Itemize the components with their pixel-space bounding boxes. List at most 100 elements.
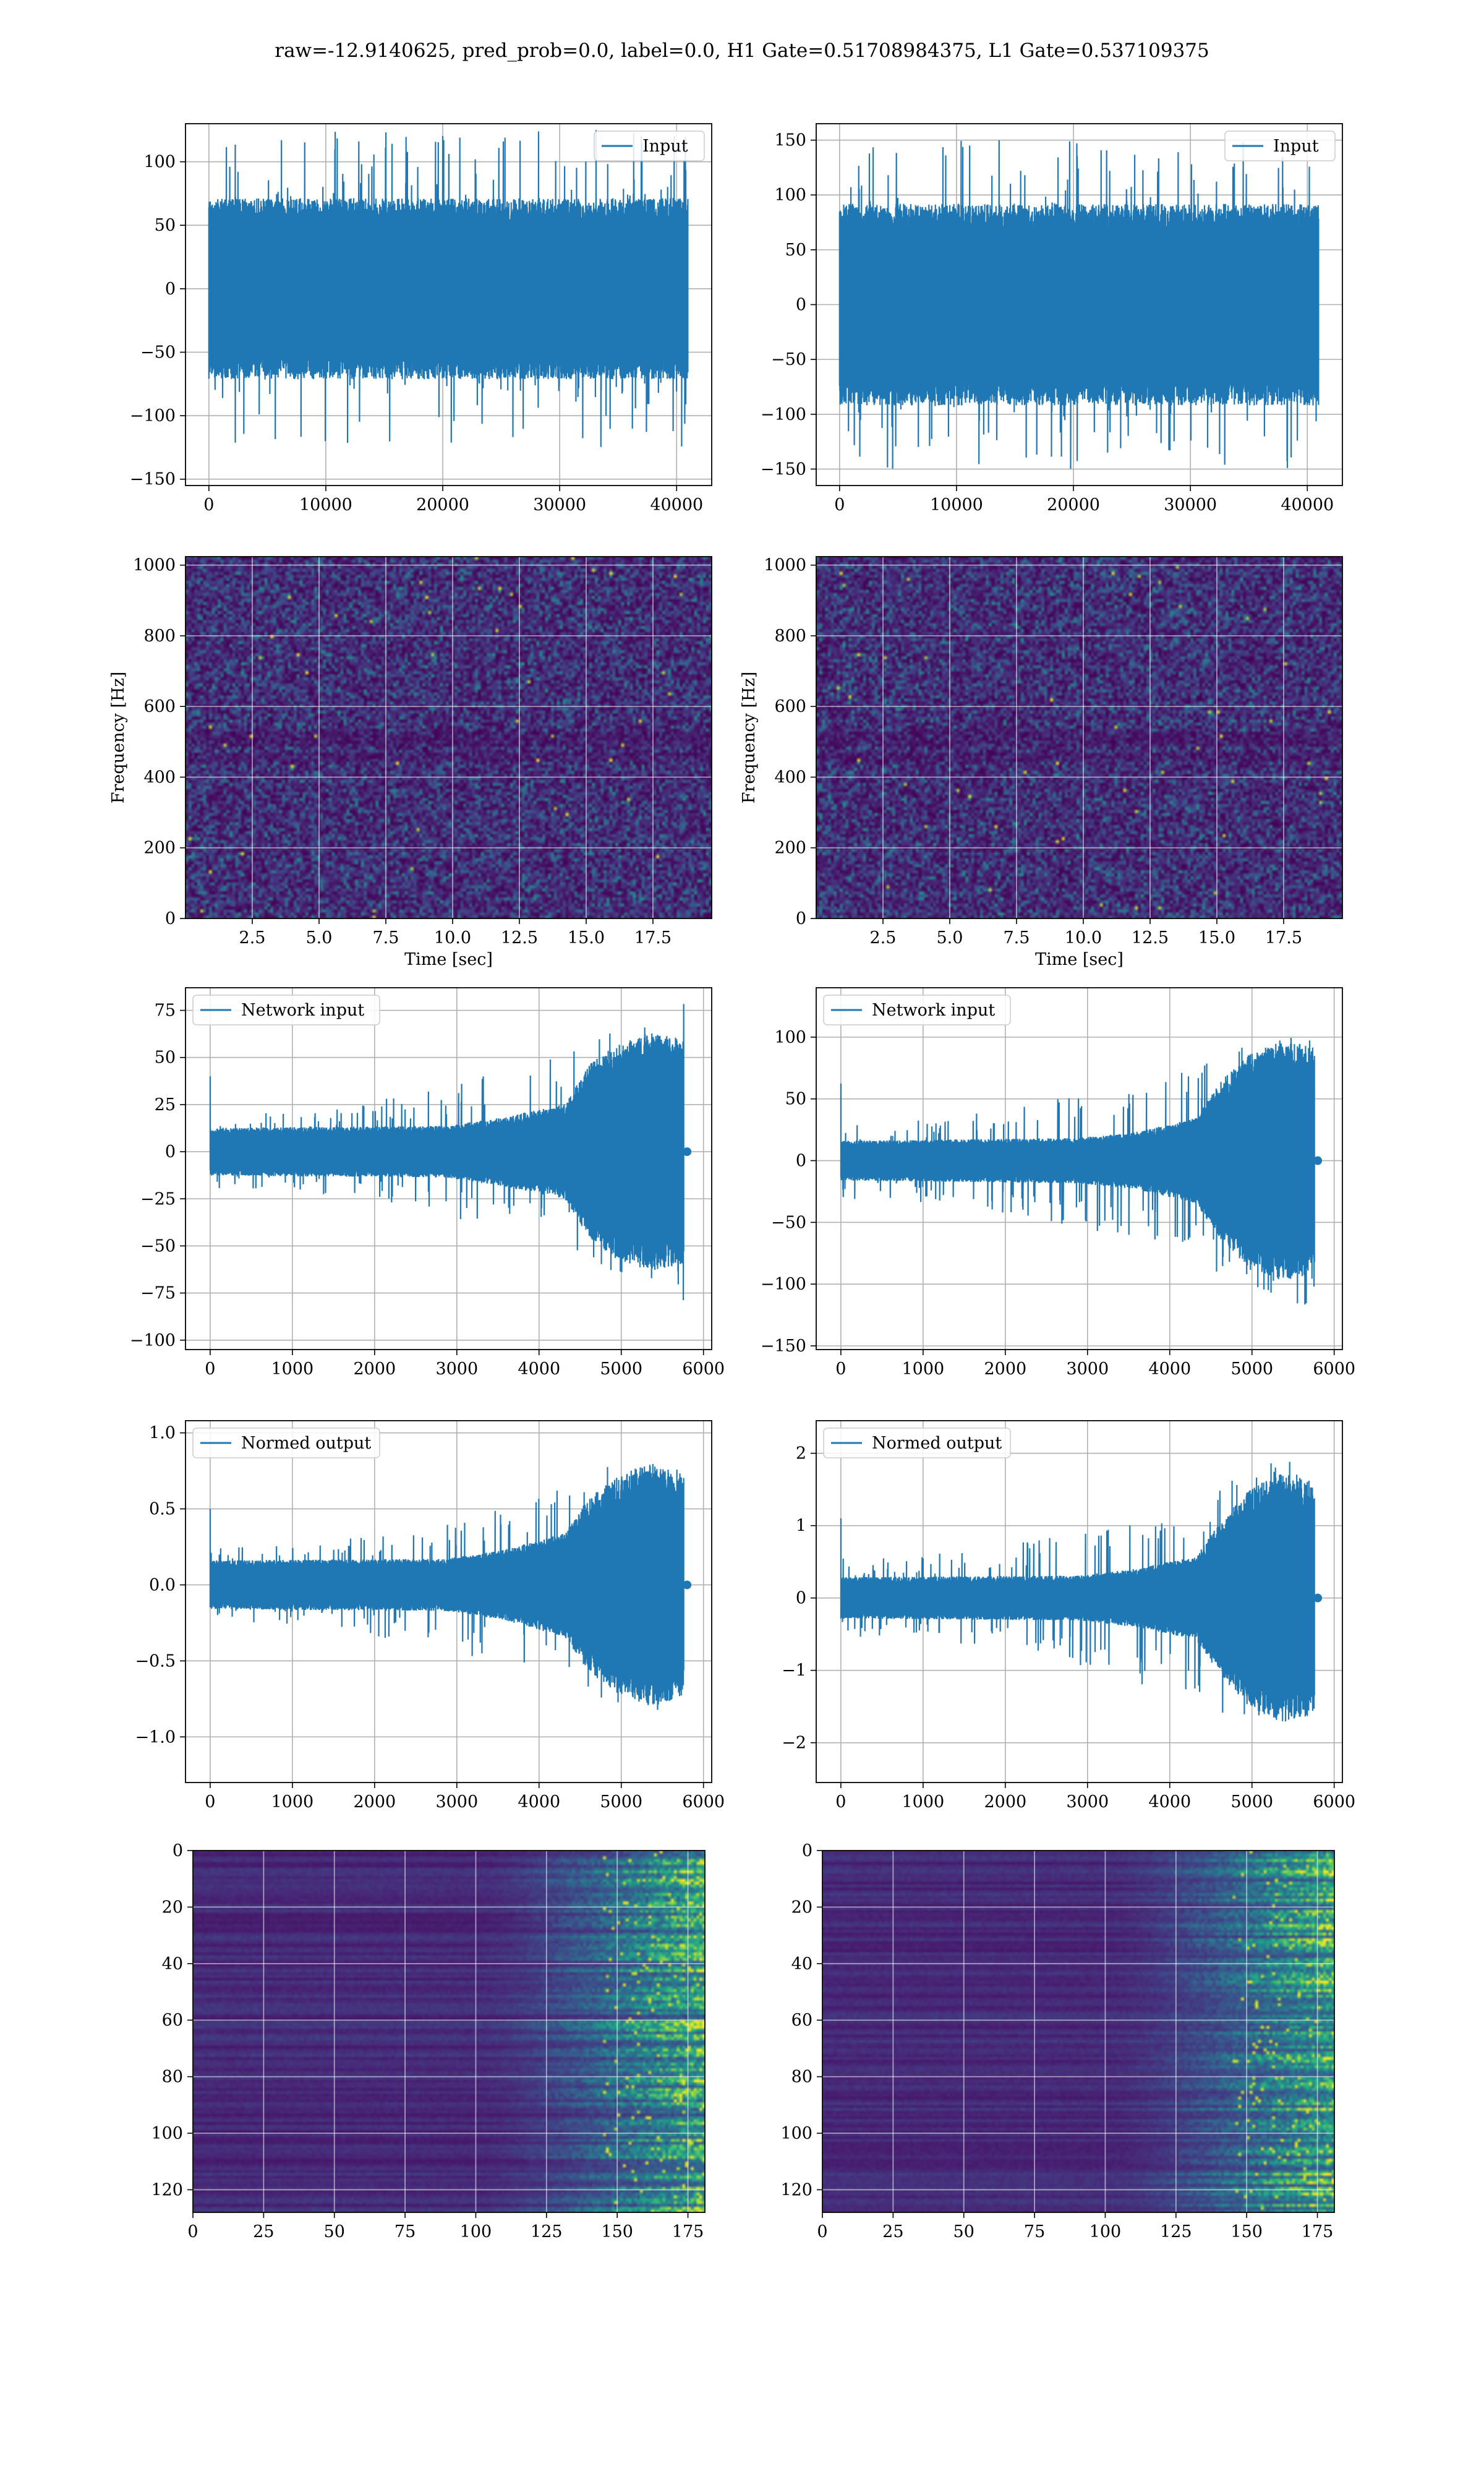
x-tick-label: 175 — [672, 2222, 704, 2241]
x-tick-label: 20000 — [1047, 495, 1100, 515]
y-tick-label: −150 — [761, 1337, 806, 1356]
y-tick-label: −50 — [140, 343, 176, 362]
series-line — [209, 1004, 684, 1301]
legend: Input — [594, 131, 705, 161]
x-tick-label: 6000 — [682, 1792, 725, 1812]
x-tick-label: 4000 — [1148, 1359, 1191, 1379]
legend-box — [594, 131, 705, 161]
y-tick-label: 80 — [162, 2068, 183, 2087]
y-tick-label: 600 — [774, 697, 806, 716]
panel-p3l: 0 1000 2000 3000 4000 5000 6000 −100 −75 −50 −25 0 2… — [130, 987, 725, 1379]
legend-label: Normed output — [241, 1434, 371, 1453]
legend: Normed output — [192, 1427, 380, 1458]
y-tick-label: 400 — [774, 768, 806, 787]
x-tick-label: 0 — [834, 495, 845, 515]
y-tick-label: −0.5 — [135, 1651, 176, 1671]
series-line — [838, 140, 1320, 469]
series-line — [209, 1463, 684, 1710]
x-tick-label: 12.5 — [501, 928, 538, 948]
x-tick-label: 40000 — [1281, 495, 1334, 515]
y-tick-label: 200 — [143, 839, 176, 858]
x-tick-label: 2000 — [353, 1359, 396, 1379]
x-tick-label: 150 — [1230, 2222, 1263, 2241]
x-tick-label: 1000 — [271, 1792, 314, 1812]
series-end-point — [683, 1147, 692, 1157]
y-tick-label: 0 — [165, 909, 176, 928]
x-tick-label: 3000 — [1066, 1792, 1109, 1812]
x-tick-label: 7.5 — [373, 928, 399, 948]
series-line — [840, 1037, 1315, 1305]
y-tick-label: −100 — [130, 406, 176, 426]
y-tick-label: −25 — [140, 1189, 176, 1209]
x-tick-label: 50 — [324, 2222, 345, 2241]
y-tick-label: −1 — [782, 1661, 806, 1680]
y-tick-label: 0 — [796, 1589, 806, 1608]
y-tick-label: 60 — [791, 2011, 812, 2030]
x-tick-label: 12.5 — [1132, 928, 1169, 948]
x-tick-label: 175 — [1302, 2222, 1334, 2241]
x-tick-label: 4000 — [518, 1792, 560, 1812]
x-tick-label: 0 — [205, 1359, 215, 1379]
series-end-point — [683, 1580, 692, 1590]
y-tick-label: 800 — [774, 627, 806, 646]
heatmap-image — [816, 557, 1342, 918]
x-tick-label: 100 — [460, 2222, 492, 2241]
y-tick-label: 400 — [143, 768, 176, 787]
axes-frame — [185, 123, 712, 486]
figure-title: raw=-12.9140625, pred_prob=0.0, label=0.… — [275, 40, 1209, 62]
y-tick-label: 800 — [143, 627, 176, 646]
x-tick-label: 125 — [1160, 2222, 1192, 2241]
y-tick-label: 100 — [151, 2124, 183, 2143]
x-tick-label: 2000 — [984, 1359, 1026, 1379]
legend: Input — [1224, 131, 1336, 161]
y-tick-label: 1 — [796, 1517, 806, 1536]
y-tick-label: −100 — [761, 405, 806, 424]
panel-p2r: 2.5 5.0 7.5 10.0 12.5 15.0 17.5 0 200 400 600 800 10… — [740, 556, 1343, 969]
y-tick-label: 40 — [791, 1954, 812, 1974]
y-tick-label: 80 — [791, 2068, 812, 2087]
x-tick-label: 6000 — [682, 1359, 725, 1379]
legend-label: Input — [1273, 137, 1319, 156]
x-tick-label: 20000 — [416, 495, 469, 515]
x-tick-label: 5000 — [1230, 1792, 1273, 1812]
x-tick-label: 25 — [253, 2222, 274, 2241]
axes-frame — [816, 1420, 1343, 1783]
x-tick-label: 100 — [1090, 2222, 1122, 2241]
panel-p1r: 0 10000 20000 30000 40000 −150 −100 −50 0 50 100 15… — [761, 123, 1343, 515]
axes-frame — [816, 556, 1343, 919]
panel-p3r: 0 1000 2000 3000 4000 5000 6000 −150 −100 −50 0 50 1… — [761, 987, 1355, 1379]
x-tick-label: 30000 — [533, 495, 586, 515]
y-tick-label: 50 — [785, 1090, 806, 1109]
y-tick-label: 20 — [791, 1898, 812, 1917]
legend: Network input — [823, 995, 1011, 1025]
axes-frame — [185, 1420, 712, 1783]
x-tick-label: 5.0 — [306, 928, 333, 948]
y-tick-label: −50 — [771, 350, 806, 369]
axes-frame — [822, 1850, 1335, 2213]
series-end-point — [1313, 1593, 1323, 1603]
x-tick-label: 3000 — [435, 1792, 478, 1812]
y-tick-label: 1.0 — [149, 1424, 176, 1443]
y-tick-label: −50 — [140, 1236, 176, 1256]
heatmap-image — [186, 557, 712, 918]
x-tick-label: 10000 — [930, 495, 983, 515]
panel-p5r: 0 25 50 75 100 125 150 175 0 20 40 60 80 100 120 — [780, 1841, 1335, 2241]
legend-label: Normed output — [872, 1434, 1002, 1453]
y-tick-label: 120 — [780, 2180, 812, 2199]
x-tick-label: 2.5 — [239, 928, 266, 948]
x-tick-label: 10.0 — [434, 928, 471, 948]
heatmap-image — [193, 1851, 705, 2212]
x-tick-label: 2.5 — [870, 928, 897, 948]
y-tick-label: 0 — [165, 1142, 176, 1162]
legend-box — [823, 1427, 1011, 1458]
x-tick-label: 5000 — [600, 1792, 642, 1812]
x-tick-label: 1000 — [271, 1359, 314, 1379]
y-tick-label: 50 — [155, 216, 176, 235]
y-tick-label: −100 — [761, 1275, 806, 1294]
y-tick-label: 0.0 — [149, 1575, 176, 1594]
y-tick-label: 100 — [774, 186, 806, 205]
x-tick-label: 2000 — [353, 1792, 396, 1812]
x-tick-label: 6000 — [1313, 1792, 1355, 1812]
x-axis-label: Time [sec] — [1035, 950, 1124, 969]
series-end-point — [1313, 1156, 1323, 1165]
